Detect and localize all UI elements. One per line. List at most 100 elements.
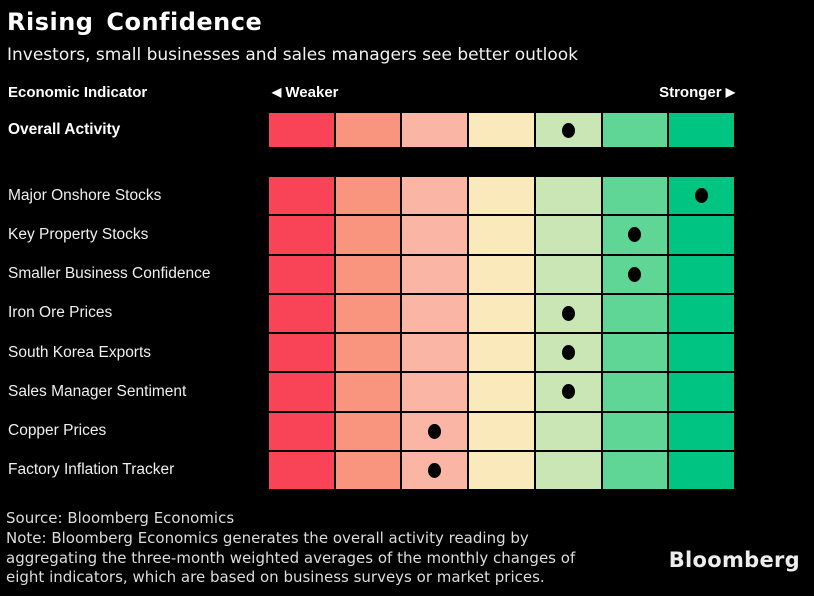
heatmap-cell	[334, 293, 402, 333]
heatmap-cell	[601, 176, 669, 216]
heatmap-cell	[534, 254, 602, 294]
indicator-column-header: Economic Indicator	[8, 84, 148, 101]
left-arrow-icon: ◀	[272, 85, 282, 99]
heatmap-overall-row: Overall Activity	[8, 112, 736, 148]
heatmap-cell	[334, 372, 402, 412]
heatmap-cell	[334, 254, 402, 294]
stronger-label-text: Stronger	[659, 84, 722, 101]
heatmap-cell	[268, 450, 335, 490]
heatmap-cell	[268, 293, 335, 333]
heatmap-cell	[334, 215, 402, 255]
heatmap-cell	[534, 333, 602, 373]
row-cells	[268, 293, 736, 333]
heatmap-cell	[401, 176, 469, 216]
heatmap-cell	[668, 293, 736, 333]
heatmap-cell	[668, 333, 736, 373]
heatmap-cell	[534, 215, 602, 255]
heatmap-cell	[401, 215, 469, 255]
heatmap-cell	[601, 411, 669, 451]
row-cells	[268, 450, 736, 490]
heatmap-cell	[468, 176, 535, 216]
heatmap-cell	[601, 215, 669, 255]
row-label: Major Onshore Stocks	[8, 186, 162, 204]
heatmap-cell	[468, 293, 535, 333]
heatmap-cell	[401, 411, 469, 451]
strength-dot	[695, 188, 709, 204]
heatmap-cell	[468, 112, 535, 148]
heatmap-cell	[401, 254, 469, 294]
heatmap-row: Factory Inflation Tracker	[8, 450, 736, 490]
strength-dot	[561, 384, 575, 400]
heatmap-cell	[334, 333, 402, 373]
heatmap-cell	[601, 112, 669, 148]
chart-subtitle: Investors, small businesses and sales ma…	[7, 45, 578, 65]
strength-dot	[428, 423, 442, 439]
heatmap-cell	[401, 450, 469, 490]
source-text: Source: Bloomberg Economics	[6, 509, 235, 527]
row-cells	[268, 333, 736, 373]
strength-dot	[561, 122, 575, 138]
heatmap-cell	[468, 254, 535, 294]
heatmap-row: Sales Manager Sentiment	[8, 372, 736, 412]
bloomberg-logo: Bloomberg	[668, 548, 800, 572]
stronger-direction-label: Stronger ▶	[268, 84, 735, 101]
heatmap-cell	[334, 112, 402, 148]
heatmap-cell	[468, 411, 535, 451]
heatmap-row: Copper Prices	[8, 411, 736, 451]
heatmap-cell	[668, 215, 736, 255]
heatmap-cell	[601, 254, 669, 294]
heatmap-cell	[668, 411, 736, 451]
heatmap-cell	[534, 293, 602, 333]
heatmap-cell	[668, 372, 736, 412]
heatmap-row: Iron Ore Prices	[8, 293, 736, 333]
heatmap-cell	[668, 450, 736, 490]
row-cells	[268, 411, 736, 451]
heatmap-cell	[468, 215, 535, 255]
heatmap-cell	[334, 176, 402, 216]
heatmap-cell	[334, 450, 402, 490]
strength-dot	[628, 266, 642, 282]
heatmap-cell	[668, 176, 736, 216]
row-label: Overall Activity	[8, 121, 121, 138]
heatmap-cell	[534, 372, 602, 412]
strength-dot	[561, 345, 575, 361]
row-cells	[268, 112, 736, 148]
heatmap-cell	[268, 411, 335, 451]
heatmap-cell	[668, 254, 736, 294]
heatmap-cell	[268, 112, 335, 148]
heatmap-cell	[268, 215, 335, 255]
heatmap-cell	[334, 411, 402, 451]
row-label: Smaller Business Confidence	[8, 265, 211, 283]
row-cells	[268, 372, 736, 412]
weaker-direction-label: ◀ Weaker	[272, 84, 339, 101]
note-text-line: Note: Bloomberg Economics generates the …	[6, 529, 529, 547]
row-cells	[268, 254, 736, 294]
row-label: Sales Manager Sentiment	[8, 382, 187, 400]
heatmap-cell	[401, 293, 469, 333]
heatmap-cell	[534, 176, 602, 216]
row-label: Iron Ore Prices	[8, 304, 113, 322]
heatmap-cell	[534, 411, 602, 451]
heatmap-cell	[268, 254, 335, 294]
heatmap-cell	[601, 372, 669, 412]
heatmap-cell	[468, 333, 535, 373]
row-cells	[268, 215, 736, 255]
heatmap-row: Key Property Stocks	[8, 215, 736, 255]
heatmap-cell	[401, 112, 469, 148]
heatmap-cell	[468, 450, 535, 490]
chart-title: Rising Confidence	[7, 8, 263, 36]
heatmap-cell	[268, 333, 335, 373]
strength-dot	[428, 462, 442, 478]
row-label: Factory Inflation Tracker	[8, 461, 175, 479]
heatmap-cell	[468, 372, 535, 412]
heatmap-cell	[268, 372, 335, 412]
heatmap-cell	[401, 333, 469, 373]
weaker-label-text: Weaker	[285, 84, 339, 101]
heatmap-cell	[268, 176, 335, 216]
heatmap-cell	[534, 450, 602, 490]
heatmap-row: South Korea Exports	[8, 333, 736, 373]
heatmap-rows: Major Onshore Stocks Key Property Stocks S…	[8, 176, 736, 490]
heatmap-cell	[601, 450, 669, 490]
row-label: Key Property Stocks	[8, 225, 149, 243]
